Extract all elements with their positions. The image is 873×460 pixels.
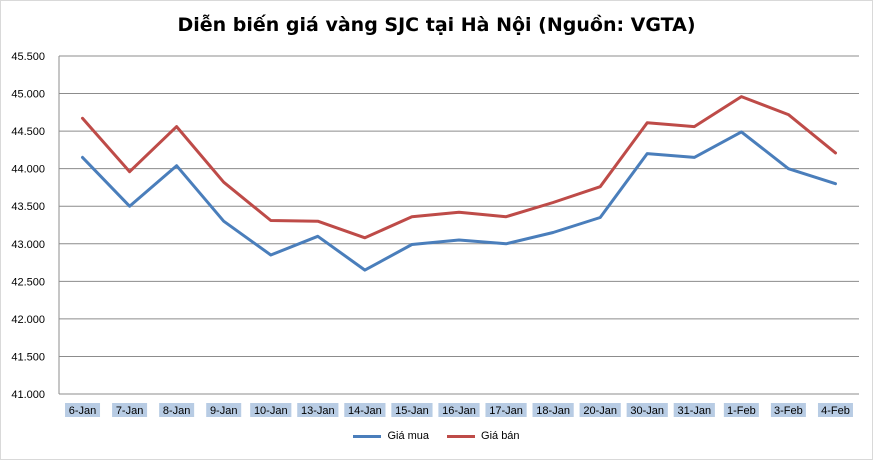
x-tick-label: 10-Jan (254, 405, 288, 417)
y-tick-label: 41.500 (11, 351, 45, 363)
legend-item-buy: Giá mua (353, 430, 429, 442)
x-tick-label: 3-Feb (774, 405, 803, 417)
x-tick-label: 14-Jan (348, 405, 382, 417)
x-tick-label: 9-Jan (210, 405, 238, 417)
y-tick-label: 44.000 (11, 164, 45, 176)
legend-item-sell: Giá bán (447, 430, 520, 442)
x-tick-highlight (723, 403, 759, 417)
series-line-sell (81, 95, 837, 240)
y-tick-label: 42.500 (11, 276, 45, 288)
x-tick-label: 15-Jan (395, 405, 429, 417)
y-tick-label: 45.000 (11, 89, 45, 101)
y-tick-label: 41.000 (11, 389, 45, 401)
y-tick-label: 45.500 (11, 51, 45, 63)
x-tick-highlight (817, 403, 853, 417)
y-tick-label: 43.000 (11, 239, 45, 251)
gridlines (58, 55, 859, 395)
x-tick-highlight (159, 403, 195, 417)
x-tick-label: 13-Jan (301, 405, 335, 417)
series-line-buy (81, 130, 837, 272)
x-tick-highlight (297, 403, 339, 417)
x-tick-label: 6-Jan (69, 405, 97, 417)
legend-label-buy: Giá mua (387, 430, 430, 442)
chart-title: Diễn biến giá vàng SJC tại Hà Nội (Nguồn… (177, 14, 696, 36)
x-tick-highlight (65, 403, 101, 417)
x-tick-label: 1-Feb (727, 405, 756, 417)
x-tick-highlight (626, 403, 668, 417)
y-tick-label: 42.000 (11, 314, 45, 326)
x-tick-highlight (438, 403, 480, 417)
x-tick-label: 8-Jan (163, 405, 191, 417)
legend-swatch-buy (353, 434, 382, 438)
legend-swatch-sell (447, 434, 476, 438)
y-axis-ticks: 45.500 45.000 44.500 44.000 43.500 43.000 42.5… (11, 51, 45, 401)
x-tick-label: 17-Jan (489, 405, 523, 417)
x-tick-highlight (579, 403, 621, 417)
y-tick-label: 44.500 (11, 126, 45, 138)
x-tick-label: 18-Jan (536, 405, 570, 417)
x-tick-label: 4-Feb (821, 405, 850, 417)
legend-label-sell: Giá bán (481, 430, 520, 442)
x-tick-highlight (344, 403, 386, 417)
x-tick-label: 31-Jan (677, 405, 711, 417)
y-tick-label: 43.500 (11, 201, 45, 213)
legend: Giá mua Giá bán (0, 430, 873, 442)
x-tick-label: 20-Jan (583, 405, 617, 417)
x-tick-highlight (532, 403, 574, 417)
x-tick-highlight (112, 403, 148, 417)
x-tick-highlight (770, 403, 806, 417)
x-tick-label: 7-Jan (116, 405, 144, 417)
x-axis-ticks: 6-Jan 7-Jan 8-Jan 9-Jan 10-Jan 13-Jan 14-Jan 15… (65, 403, 853, 417)
series-lines (81, 95, 837, 272)
x-tick-highlight (485, 403, 527, 417)
x-tick-highlight (391, 403, 433, 417)
x-tick-highlight (250, 403, 292, 417)
x-tick-highlight (206, 403, 242, 417)
x-tick-label: 16-Jan (442, 405, 476, 417)
x-tick-highlight (673, 403, 715, 417)
x-tick-label: 30-Jan (630, 405, 664, 417)
